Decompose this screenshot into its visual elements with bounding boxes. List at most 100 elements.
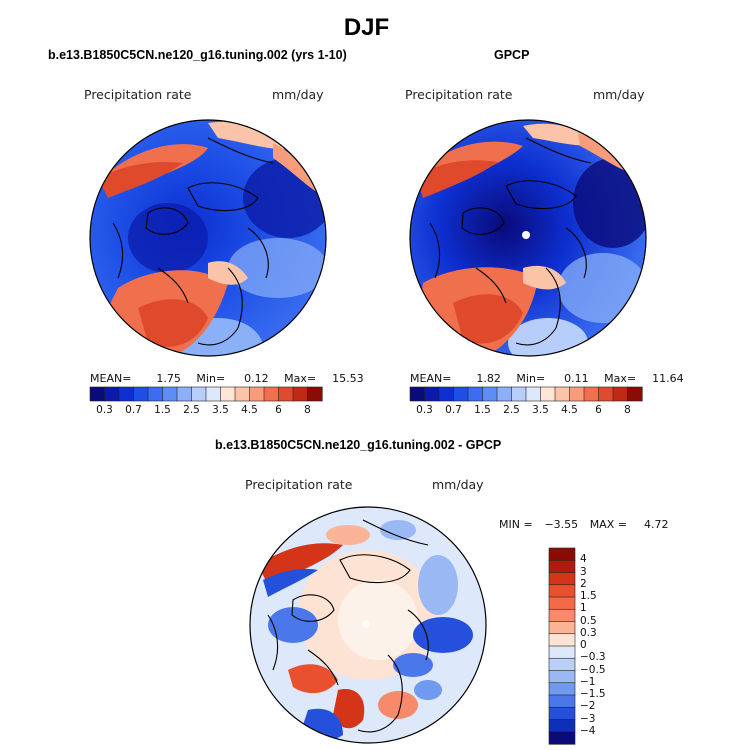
obs-panel-title: GPCP (494, 48, 530, 62)
model-mean-value: 1.75 (156, 372, 181, 385)
obs-colorbar-swatch (598, 386, 614, 402)
model-min-label: Min= (196, 372, 226, 385)
model-colorbar-swatch (104, 386, 120, 402)
obs-colorbar-swatch (467, 386, 484, 402)
diff-colorbar (548, 547, 576, 745)
model-colorbar-swatch (278, 386, 294, 402)
diff-colorbar-tick-label: −2 (580, 700, 596, 713)
model-colorbar-swatch (191, 386, 207, 402)
diff-stats: MIN = −3.55 MAX = 4.72 (499, 518, 668, 531)
diff-colorbar-tick-label: −0.5 (580, 663, 606, 676)
model-colorbar-swatch (147, 386, 164, 402)
model-colorbar-swatch (220, 386, 236, 402)
model-colorbar (89, 386, 323, 402)
diff-colorbar-swatch (548, 559, 576, 574)
obs-colorbar-swatch (627, 386, 643, 402)
model-units-label: mm/day (272, 87, 324, 102)
obs-max-value: 11.64 (652, 372, 684, 385)
model-colorbar-tick-label: 1.5 (154, 404, 171, 416)
obs-colorbar-swatch (554, 386, 571, 402)
model-stats: MEAN= 1.75 Min= 0.12 Max= 15.53 (90, 372, 364, 385)
model-colorbar-swatch (162, 386, 178, 402)
diff-colorbar-swatch (548, 547, 576, 561)
diff-colorbar-swatch (548, 657, 576, 672)
model-colorbar-tick-label: 0.7 (125, 404, 142, 416)
obs-colorbar-swatch (496, 386, 513, 402)
diff-colorbar-tick-label: −4 (580, 724, 596, 737)
model-colorbar-swatch (234, 386, 251, 402)
diff-colorbar-swatch (548, 682, 576, 696)
diff-colorbar-swatch (548, 645, 576, 659)
model-colorbar-swatch (292, 386, 309, 402)
obs-mean-value: 1.82 (476, 372, 501, 385)
model-min-value: 0.12 (244, 372, 269, 385)
obs-colorbar-swatch (540, 386, 556, 402)
diff-min-value: −3.55 (544, 518, 579, 531)
model-colorbar-tick-label: 0.3 (96, 404, 113, 416)
diff-colorbar-swatch (548, 706, 576, 721)
diff-colorbar-tick-label: −1 (580, 675, 596, 688)
model-colorbar-swatch (263, 386, 280, 402)
diff-colorbar-tick-label: 3 (580, 565, 587, 578)
model-colorbar-swatch (118, 386, 135, 402)
diff-colorbar-tick-label: 1.5 (580, 590, 597, 602)
diff-colorbar-swatch (548, 596, 576, 610)
diff-polar-map (249, 506, 487, 744)
obs-colorbar-swatch (525, 386, 542, 402)
diff-colorbar-tick-label: −0.3 (580, 651, 606, 664)
model-colorbar-tick-label: 4.5 (241, 404, 258, 416)
obs-colorbar-tick-label: 0.7 (445, 404, 462, 416)
model-colorbar-tick-label: 6 (275, 404, 282, 416)
diff-colorbar-swatch (548, 584, 576, 598)
diff-colorbar-swatch (548, 621, 576, 635)
obs-colorbar-swatch (409, 386, 426, 402)
obs-colorbar-tick-label: 3.5 (532, 404, 549, 416)
obs-stats: MEAN= 1.82 Min= 0.11 Max= 11.64 (410, 372, 684, 385)
model-colorbar-swatch (205, 386, 222, 402)
obs-colorbar-swatch (511, 386, 527, 402)
diff-colorbar-swatch (548, 731, 576, 745)
obs-colorbar-swatch (583, 386, 600, 402)
model-variable-label: Precipitation rate (84, 87, 192, 102)
diff-colorbar-swatch (548, 572, 576, 586)
diff-colorbar-tick-label: 0.3 (580, 626, 597, 639)
model-polar-map (89, 119, 327, 357)
diff-colorbar-swatch (548, 608, 576, 623)
diff-max-label: MAX = (589, 518, 627, 531)
diff-colorbar-swatch (548, 670, 576, 684)
obs-colorbar-swatch (453, 386, 469, 402)
obs-variable-label: Precipitation rate (405, 87, 513, 102)
obs-colorbar-tick-label: 1.5 (474, 404, 491, 416)
model-colorbar-swatch (89, 386, 106, 402)
diff-variable-label: Precipitation rate (245, 477, 353, 492)
diff-colorbar-tick-label: 4 (580, 553, 587, 566)
obs-polar-map (409, 119, 647, 357)
diff-colorbar-swatch (548, 719, 576, 733)
obs-units-label: mm/day (593, 87, 645, 102)
obs-colorbar-swatch (612, 386, 629, 402)
model-max-value: 15.53 (332, 372, 364, 385)
obs-colorbar-swatch (438, 386, 455, 402)
obs-min-value: 0.11 (564, 372, 589, 385)
model-colorbar-swatch (176, 386, 193, 402)
obs-colorbar-tick-label: 4.5 (561, 404, 578, 416)
model-colorbar-swatch (249, 386, 265, 402)
obs-min-label: Min= (516, 372, 546, 385)
diff-colorbar-tick-label: −1.5 (580, 688, 606, 700)
obs-colorbar (409, 386, 643, 402)
obs-colorbar-tick-label: 6 (595, 404, 602, 416)
model-colorbar-tick-label: 3.5 (212, 404, 229, 416)
obs-colorbar-tick-label: 2.5 (503, 404, 520, 416)
diff-colorbar-swatch (548, 633, 576, 647)
diff-min-label: MIN = (499, 518, 533, 531)
diff-colorbar-tick-label: 2 (580, 577, 587, 590)
diff-units-label: mm/day (432, 477, 484, 492)
season-title: DJF (343, 14, 390, 41)
diff-colorbar-tick-label: 0 (580, 639, 587, 651)
model-mean-label: MEAN= (90, 372, 132, 385)
model-colorbar-tick-label: 8 (304, 404, 311, 416)
model-colorbar-tick-label: 2.5 (183, 404, 200, 416)
model-panel-title: b.e13.B1850C5CN.ne120_g16.tuning.002 (yr… (48, 48, 347, 62)
diff-colorbar-tick-label: −3 (580, 712, 596, 725)
obs-colorbar-tick-label: 8 (624, 404, 631, 416)
